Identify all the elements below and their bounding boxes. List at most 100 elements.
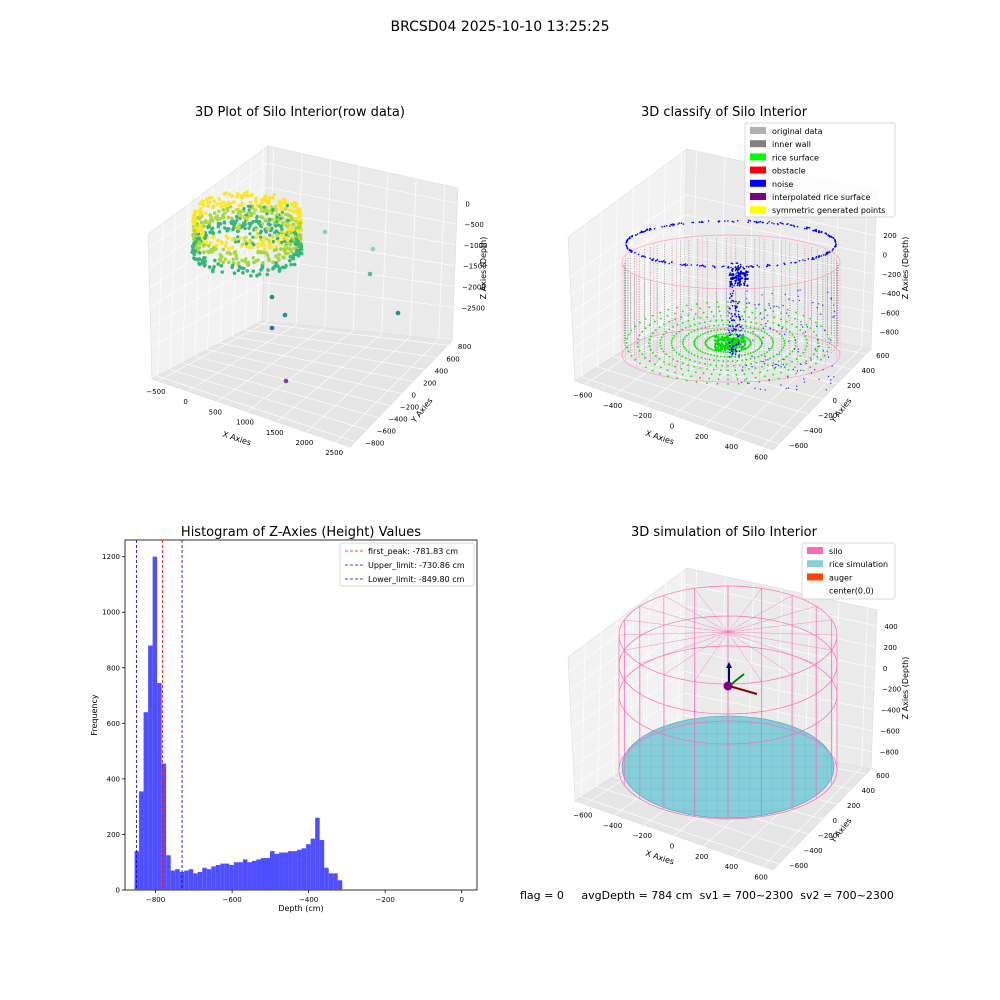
y-tick-label: 800	[107, 664, 120, 672]
noise-point	[768, 264, 771, 267]
rice-surface-point	[667, 308, 670, 311]
rice-surface-point	[708, 358, 711, 361]
noise-point	[734, 306, 737, 309]
raw-point	[265, 272, 270, 277]
y-tick-label: 0	[116, 887, 120, 895]
noise-point	[764, 389, 766, 391]
raw-point	[236, 262, 240, 267]
grid-line	[683, 274, 873, 313]
raw-point	[226, 227, 231, 231]
noise-point	[696, 264, 698, 266]
raw-point	[285, 236, 289, 240]
raw-point	[234, 253, 238, 258]
noise-point	[735, 325, 737, 328]
rice-surface-point	[778, 332, 781, 335]
raw-point	[216, 221, 221, 226]
grid-line	[685, 605, 876, 648]
noise-point	[682, 223, 685, 225]
rice-surface-point	[778, 351, 781, 354]
raw-point	[233, 250, 238, 254]
raw-point	[225, 251, 230, 255]
legend-label: noise	[772, 180, 793, 189]
raw-point	[254, 198, 258, 202]
noise-point	[728, 331, 731, 334]
raw-point	[231, 257, 235, 262]
legend-label: symmetric generated points	[772, 206, 885, 215]
noise-point	[822, 304, 824, 306]
noise-point	[729, 342, 731, 345]
rice-surface-point	[804, 348, 807, 351]
rice-surface-point	[789, 331, 791, 333]
rice-surface-point	[670, 339, 673, 342]
rice-surface-point	[777, 360, 780, 363]
noise-point	[805, 362, 807, 365]
raw-point	[260, 241, 264, 245]
rice-surface-point	[637, 338, 639, 341]
rice-surface-point	[696, 336, 698, 339]
p4-legend: silo rice simulation auger center(0,0)	[801, 542, 896, 600]
rice-surface-point	[806, 342, 808, 344]
raw-point	[211, 204, 216, 208]
noise-point	[797, 351, 800, 353]
rice-surface-point	[694, 346, 697, 349]
raw-point	[279, 207, 283, 212]
rice-surface-point	[804, 335, 807, 338]
p2-legend: original data inner wall rice surface obsta…	[744, 122, 896, 218]
raw-point	[206, 200, 210, 205]
rice-surface-point	[641, 330, 643, 333]
rice-surface-point	[693, 329, 696, 332]
noise-point	[746, 273, 749, 276]
grid-line	[661, 162, 666, 327]
noise-point	[746, 271, 749, 273]
rice-surface-point	[651, 369, 654, 372]
noise-point	[802, 326, 804, 328]
noise-point	[787, 376, 789, 378]
raw-point	[194, 257, 198, 262]
rice-surface-point	[714, 339, 717, 342]
raw-point	[271, 260, 275, 264]
histogram-bar	[184, 870, 189, 890]
rice-surface-point	[676, 323, 679, 326]
raw-point	[283, 207, 288, 211]
noise-point	[789, 224, 792, 226]
rice-surface-point	[693, 340, 696, 343]
raw-point	[194, 245, 199, 249]
histogram-bar	[315, 817, 320, 890]
rice-surface-point	[717, 305, 720, 308]
y-tick-label: −600	[377, 428, 396, 436]
rice-surface-point	[674, 318, 676, 321]
rice-surface-point	[722, 360, 725, 362]
rice-surface-point	[727, 369, 729, 372]
rice-surface-point	[730, 355, 733, 358]
noise-point	[803, 378, 805, 380]
rice-surface-point	[780, 371, 782, 374]
noise-point	[735, 350, 738, 353]
noise-point	[665, 225, 668, 227]
noise-point	[700, 265, 702, 267]
noise-point	[737, 313, 740, 316]
rice-surface-point	[809, 366, 812, 368]
rice-surface-point	[698, 361, 701, 364]
grid-line	[169, 194, 177, 370]
histogram-bar	[265, 858, 270, 890]
noise-point	[707, 220, 710, 222]
legend-swatch	[750, 206, 766, 214]
rice-surface-point	[682, 340, 684, 342]
rice-surface-point	[710, 310, 713, 313]
rice-surface-point	[702, 372, 705, 375]
raw-point	[256, 231, 260, 235]
raw-point	[241, 242, 245, 246]
rice-surface-point	[776, 353, 778, 356]
raw-point	[221, 260, 225, 265]
rice-surface-point	[668, 320, 671, 323]
rice-surface-point	[761, 318, 763, 321]
raw-point	[236, 240, 241, 244]
rice-surface-point	[716, 342, 719, 346]
rice-surface-point	[752, 333, 755, 335]
noise-point	[795, 261, 797, 264]
noise-point	[790, 261, 792, 264]
raw-point	[274, 204, 278, 208]
raw-point	[197, 210, 202, 214]
rice-surface-point	[671, 346, 674, 349]
legend-label: silo	[829, 547, 843, 556]
